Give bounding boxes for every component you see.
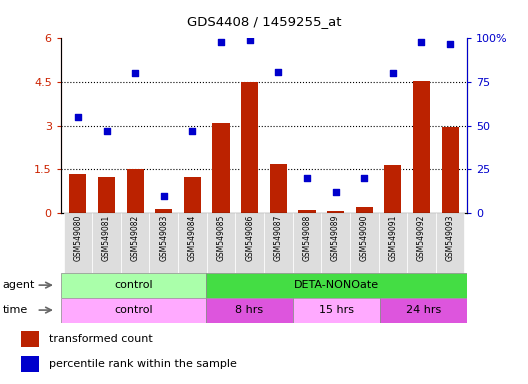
Bar [293, 213, 321, 273]
Bar [184, 177, 201, 213]
Bar [407, 213, 436, 273]
Text: control: control [114, 305, 153, 315]
Point [188, 128, 196, 134]
Bar [92, 213, 121, 273]
Text: GSM549084: GSM549084 [188, 215, 197, 261]
Text: GSM549086: GSM549086 [245, 215, 254, 261]
Point [131, 70, 139, 76]
Bar [149, 213, 178, 273]
Text: GSM549089: GSM549089 [331, 215, 340, 261]
Text: 8 hrs: 8 hrs [235, 305, 263, 315]
Bar [441, 127, 459, 213]
Text: GSM549081: GSM549081 [102, 215, 111, 261]
Bar [206, 298, 293, 323]
Bar [121, 213, 149, 273]
Text: 15 hrs: 15 hrs [319, 305, 354, 315]
Bar [350, 213, 379, 273]
Bar [264, 213, 293, 273]
Bar [178, 213, 207, 273]
Bar [69, 174, 87, 213]
Text: GSM549080: GSM549080 [73, 215, 82, 261]
Text: GSM549092: GSM549092 [417, 215, 426, 261]
Bar [293, 298, 380, 323]
Bar [98, 177, 115, 213]
Point [446, 41, 454, 47]
Bar [212, 123, 230, 213]
Bar [61, 298, 206, 323]
Text: GSM549091: GSM549091 [388, 215, 398, 261]
Bar [207, 213, 235, 273]
Bar [436, 213, 465, 273]
Bar [241, 82, 258, 213]
Text: GSM549093: GSM549093 [446, 215, 455, 262]
Bar [270, 164, 287, 213]
Point [159, 193, 168, 199]
Point [274, 68, 282, 74]
Text: GSM549088: GSM549088 [303, 215, 312, 261]
Point [102, 128, 111, 134]
Bar [235, 213, 264, 273]
Bar [384, 165, 401, 213]
Point [360, 175, 369, 181]
Text: GSM549085: GSM549085 [216, 215, 225, 261]
Point [217, 39, 225, 45]
Text: time: time [3, 305, 28, 315]
Text: GSM549083: GSM549083 [159, 215, 168, 261]
Bar [21, 331, 39, 347]
Bar [21, 356, 39, 372]
Point [389, 70, 397, 76]
Text: DETA-NONOate: DETA-NONOate [294, 280, 379, 290]
Text: GSM549087: GSM549087 [274, 215, 283, 261]
Bar [206, 273, 467, 298]
Bar [155, 209, 172, 213]
Bar [379, 213, 407, 273]
Point [417, 39, 426, 45]
Point [74, 114, 82, 120]
Bar [127, 169, 144, 213]
Text: GSM549090: GSM549090 [360, 215, 369, 262]
Bar [327, 211, 344, 213]
Text: transformed count: transformed count [49, 334, 153, 344]
Text: GDS4408 / 1459255_at: GDS4408 / 1459255_at [187, 15, 341, 28]
Point [303, 175, 311, 181]
Bar [298, 210, 316, 213]
Bar [356, 207, 373, 213]
Text: control: control [114, 280, 153, 290]
Point [332, 189, 340, 195]
Bar [63, 213, 92, 273]
Bar [61, 273, 206, 298]
Point [246, 37, 254, 43]
Bar [321, 213, 350, 273]
Text: GSM549082: GSM549082 [130, 215, 140, 261]
Text: percentile rank within the sample: percentile rank within the sample [49, 359, 237, 369]
Bar [413, 81, 430, 213]
Bar [380, 298, 467, 323]
Text: agent: agent [3, 280, 35, 290]
Text: 24 hrs: 24 hrs [406, 305, 441, 315]
